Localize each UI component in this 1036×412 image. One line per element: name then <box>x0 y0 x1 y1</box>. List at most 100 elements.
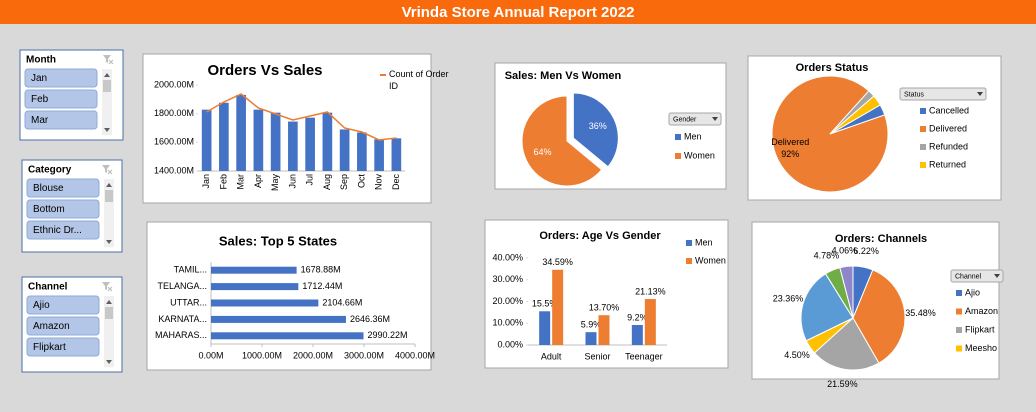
x-tick-label: Dec <box>391 174 401 191</box>
bar <box>219 102 229 171</box>
bar <box>585 332 597 345</box>
slicer-title: Month <box>26 55 56 66</box>
slicer-item[interactable] <box>24 89 98 109</box>
pie-slice <box>829 95 881 135</box>
scroll-up[interactable] <box>106 300 112 304</box>
legend-label: Women <box>684 150 715 160</box>
slicer-item[interactable] <box>26 316 100 336</box>
scroll-thumb[interactable] <box>103 80 111 92</box>
legend-label: Delivered <box>929 123 967 133</box>
legend-filter-button[interactable] <box>950 269 1004 283</box>
legend-label: Cancelled <box>929 105 969 115</box>
x-tick-label: Nov <box>374 174 384 191</box>
legend-filter-label[interactable]: Gender <box>673 116 697 123</box>
scroll-up[interactable] <box>104 73 110 77</box>
slicer-item[interactable] <box>26 178 100 198</box>
x-tick-label: Jan <box>201 174 211 189</box>
slicer-item[interactable] <box>24 68 98 88</box>
pie-slice <box>572 92 619 168</box>
legend-label: Refunded <box>929 141 968 151</box>
line-series <box>206 93 397 141</box>
dropdown-arrow[interactable] <box>712 117 718 121</box>
x-tick-label: Oct <box>356 174 366 189</box>
chart-title: Orders: Age Vs Gender <box>539 230 661 242</box>
slicer-item[interactable] <box>26 337 100 357</box>
y-tick-label: UTTAR... <box>170 297 207 307</box>
legend-swatch <box>920 126 926 132</box>
bar <box>339 129 350 171</box>
slice-value-label: 6.22% <box>853 246 879 256</box>
slice-value-label: 4.50% <box>784 350 810 360</box>
slice-value-label: 92% <box>781 149 799 159</box>
dropdown-arrow[interactable] <box>994 274 1000 278</box>
slicer-item-label[interactable]: Amazon <box>33 321 70 332</box>
slicer-item-label[interactable]: Blouse <box>33 183 64 194</box>
bar-value-label: 2646.36M <box>350 314 390 324</box>
bar <box>374 139 384 171</box>
funnel-icon <box>103 55 111 63</box>
y-tick-label: KARNATA... <box>158 314 207 324</box>
scroll-down[interactable] <box>106 240 112 244</box>
x-tick-label: 2000.00M <box>293 350 333 360</box>
slicer-item-label[interactable]: Ajio <box>33 300 50 311</box>
scrollbar[interactable] <box>104 296 114 367</box>
legend-filter-label[interactable]: Status <box>904 91 924 98</box>
slicer-clear-icon[interactable] <box>102 282 113 292</box>
y-tick-label: 1600.00M <box>154 137 194 147</box>
bar-value-label: 9.2% <box>627 312 648 322</box>
slicer-item[interactable] <box>26 220 100 240</box>
legend-label: Men <box>684 131 702 141</box>
chart-title: Orders Status <box>796 62 869 74</box>
slicer-item[interactable] <box>26 295 100 315</box>
chart-title: Sales: Men Vs Women <box>505 70 622 82</box>
y-tick-label: 20.00% <box>492 296 523 306</box>
y-tick-label: 40.00% <box>492 252 523 262</box>
slicer-item-label[interactable]: Flipkart <box>33 342 66 353</box>
legend-swatch <box>686 258 692 264</box>
legend-swatch <box>920 144 926 150</box>
slicer-clear-icon[interactable] <box>102 165 113 175</box>
slicer-item-label[interactable]: Bottom <box>33 204 65 215</box>
legend-filter-button[interactable] <box>899 87 987 101</box>
x-tick-label: Senior <box>584 351 610 361</box>
chart-panel <box>146 221 432 371</box>
dropdown-arrow[interactable] <box>977 92 983 96</box>
legend-swatch <box>920 162 926 168</box>
legend-label: Returned <box>929 159 966 169</box>
slicer-item[interactable] <box>24 110 98 130</box>
legend-swatch <box>675 134 681 140</box>
slicer-item-label[interactable]: Jan <box>31 73 47 84</box>
legend-swatch <box>956 345 962 352</box>
scrollbar[interactable] <box>104 179 114 247</box>
slicer-clear-icon[interactable] <box>103 55 114 65</box>
y-tick-label: 10.00% <box>492 318 523 328</box>
legend-filter-label[interactable]: Channel <box>955 273 982 280</box>
scroll-up[interactable] <box>106 183 112 187</box>
legend-swatch <box>956 308 962 315</box>
bar <box>211 266 297 274</box>
scrollbar[interactable] <box>102 69 112 135</box>
chart-title: Sales: Top 5 States <box>219 233 337 248</box>
slice-value-label: 21.59% <box>827 379 858 389</box>
slicer-item-label[interactable]: Ethnic Dr... <box>33 225 82 236</box>
slicer-item-label[interactable]: Feb <box>31 94 49 105</box>
x-tick-label: 4000.00M <box>395 350 435 360</box>
clear-x <box>107 169 113 175</box>
bar <box>539 311 551 345</box>
slice-value-label: 36% <box>589 121 607 131</box>
scroll-down[interactable] <box>106 360 112 364</box>
clear-x <box>107 286 113 292</box>
scroll-thumb[interactable] <box>105 190 113 202</box>
y-tick-label: 0.00% <box>497 339 523 349</box>
funnel-icon <box>102 165 110 173</box>
scroll-down[interactable] <box>104 128 110 132</box>
legend-label: Meesho <box>965 343 997 353</box>
slicer-item[interactable] <box>26 199 100 219</box>
legend-filter-button[interactable] <box>668 112 722 126</box>
x-tick-label: Adult <box>541 351 562 361</box>
legend-swatch <box>956 327 962 333</box>
scroll-thumb[interactable] <box>105 307 113 319</box>
slicer-item-label[interactable]: Mar <box>31 115 49 126</box>
slice-value-label: 23.36% <box>773 294 804 304</box>
bar-value-label: 34.59% <box>542 257 573 267</box>
